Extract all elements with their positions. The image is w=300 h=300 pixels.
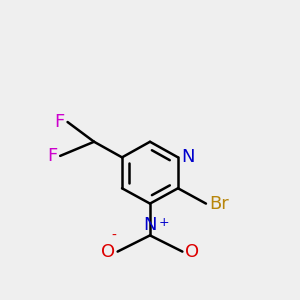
- Text: +: +: [158, 216, 169, 229]
- Text: O: O: [100, 243, 115, 261]
- Text: F: F: [47, 147, 57, 165]
- Text: N: N: [182, 148, 195, 166]
- Text: N: N: [143, 216, 157, 234]
- Text: O: O: [185, 243, 200, 261]
- Text: Br: Br: [209, 195, 229, 213]
- Text: -: -: [112, 229, 117, 243]
- Text: F: F: [54, 113, 64, 131]
